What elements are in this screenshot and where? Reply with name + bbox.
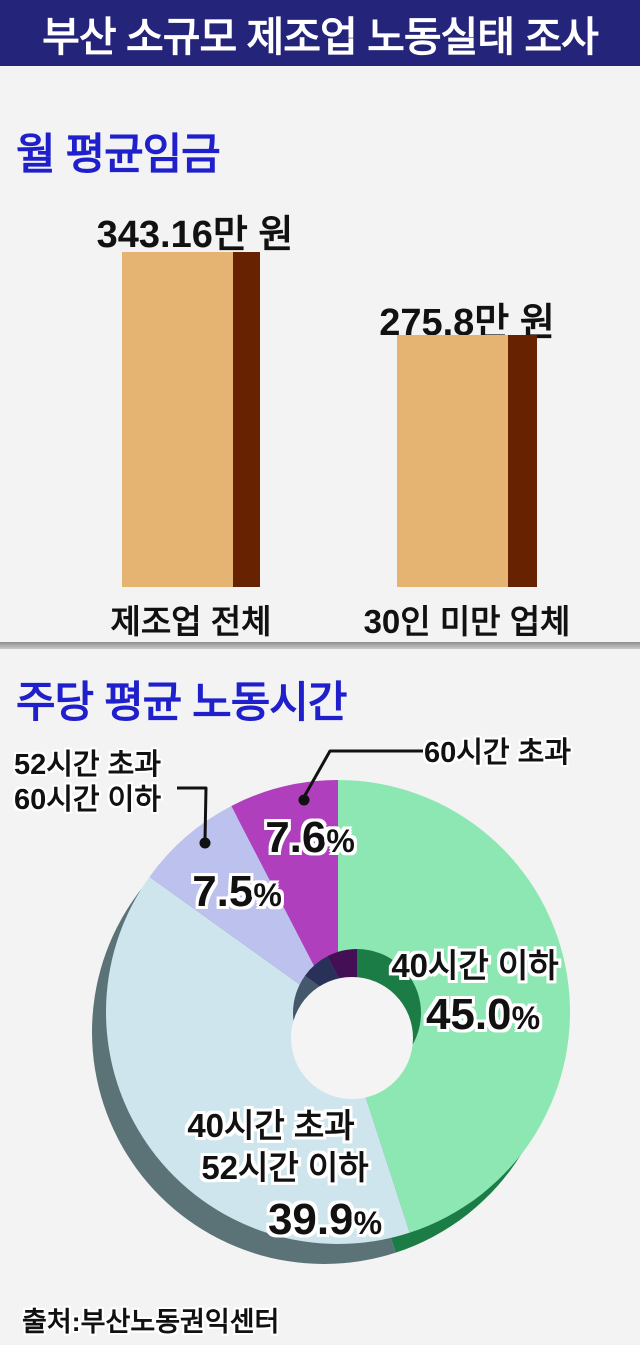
seg-40-52-pct: 39.9% <box>205 1195 445 1245</box>
leader-dot-52-60 <box>199 837 211 849</box>
hours-section-title: 주당 평균 노동시간 <box>16 679 347 727</box>
seg-40-52-name-line2: 52시간 이하 <box>201 1149 369 1186</box>
leader-dot-60-over <box>298 794 310 806</box>
callout-52-60-line2: 60시간 이하 <box>13 784 162 816</box>
source-credit: 출처:부산노동권익센터 <box>22 1307 280 1337</box>
pct-52-60: 7.5% <box>157 867 317 917</box>
pie-inner-wall-60시간 초과 <box>327 949 357 1013</box>
main-title: 부산 소규모 제조업 노동실태 조사 <box>42 14 599 60</box>
pie-inner-wall-52시간 초과 60시간 이하 <box>304 956 357 1013</box>
wage-bar-total <box>122 252 260 587</box>
wage-bar-small-side <box>508 335 537 587</box>
wage-bar-total-face <box>122 252 233 587</box>
wage-value-total: 343.16만 원 <box>96 214 294 256</box>
seg-40-pct-num: 45.0 <box>425 990 512 1039</box>
pct-52-60-sym: % <box>253 877 282 913</box>
leader-line-60-over <box>302 749 424 798</box>
seg-40-52-name-line1: 40시간 초과 <box>187 1107 355 1144</box>
seg-40-52-pct-sym: % <box>353 1205 383 1241</box>
pie-slice-40시간 초과 52시간 이하 <box>105 876 410 1245</box>
wage-bar-small-face <box>397 335 508 587</box>
wage-bar-small <box>397 335 537 587</box>
callout-52-60-line1: 52시간 초과 <box>13 749 162 781</box>
pct-60-over: 7.6% <box>230 813 390 863</box>
leader-line-52-60 <box>177 786 208 841</box>
seg-40-name: 40시간 이하 <box>391 947 559 984</box>
seg-40-pct-sym: % <box>511 1000 541 1036</box>
wage-bar-total-side <box>233 252 260 587</box>
wage-category-small: 30인 미만 업체 <box>363 603 571 640</box>
header-bar: 부산 소규모 제조업 노동실태 조사 <box>0 0 640 66</box>
pct-60-over-num: 7.6 <box>265 813 327 862</box>
callout-52-60: 52시간 초과 60시간 이하 <box>10 748 165 818</box>
seg-40-52-pct-num: 39.9 <box>267 1195 354 1244</box>
wage-section-title: 월 평균임금 <box>16 131 221 179</box>
section-divider <box>0 642 640 649</box>
seg-40-pct: 45.0% <box>363 990 603 1040</box>
pct-60-over-sym: % <box>326 823 355 859</box>
callout-60-over: 60시간 초과 <box>424 737 572 769</box>
wage-category-total: 제조업 전체 <box>110 603 272 640</box>
pct-52-60-num: 7.5 <box>192 867 254 916</box>
